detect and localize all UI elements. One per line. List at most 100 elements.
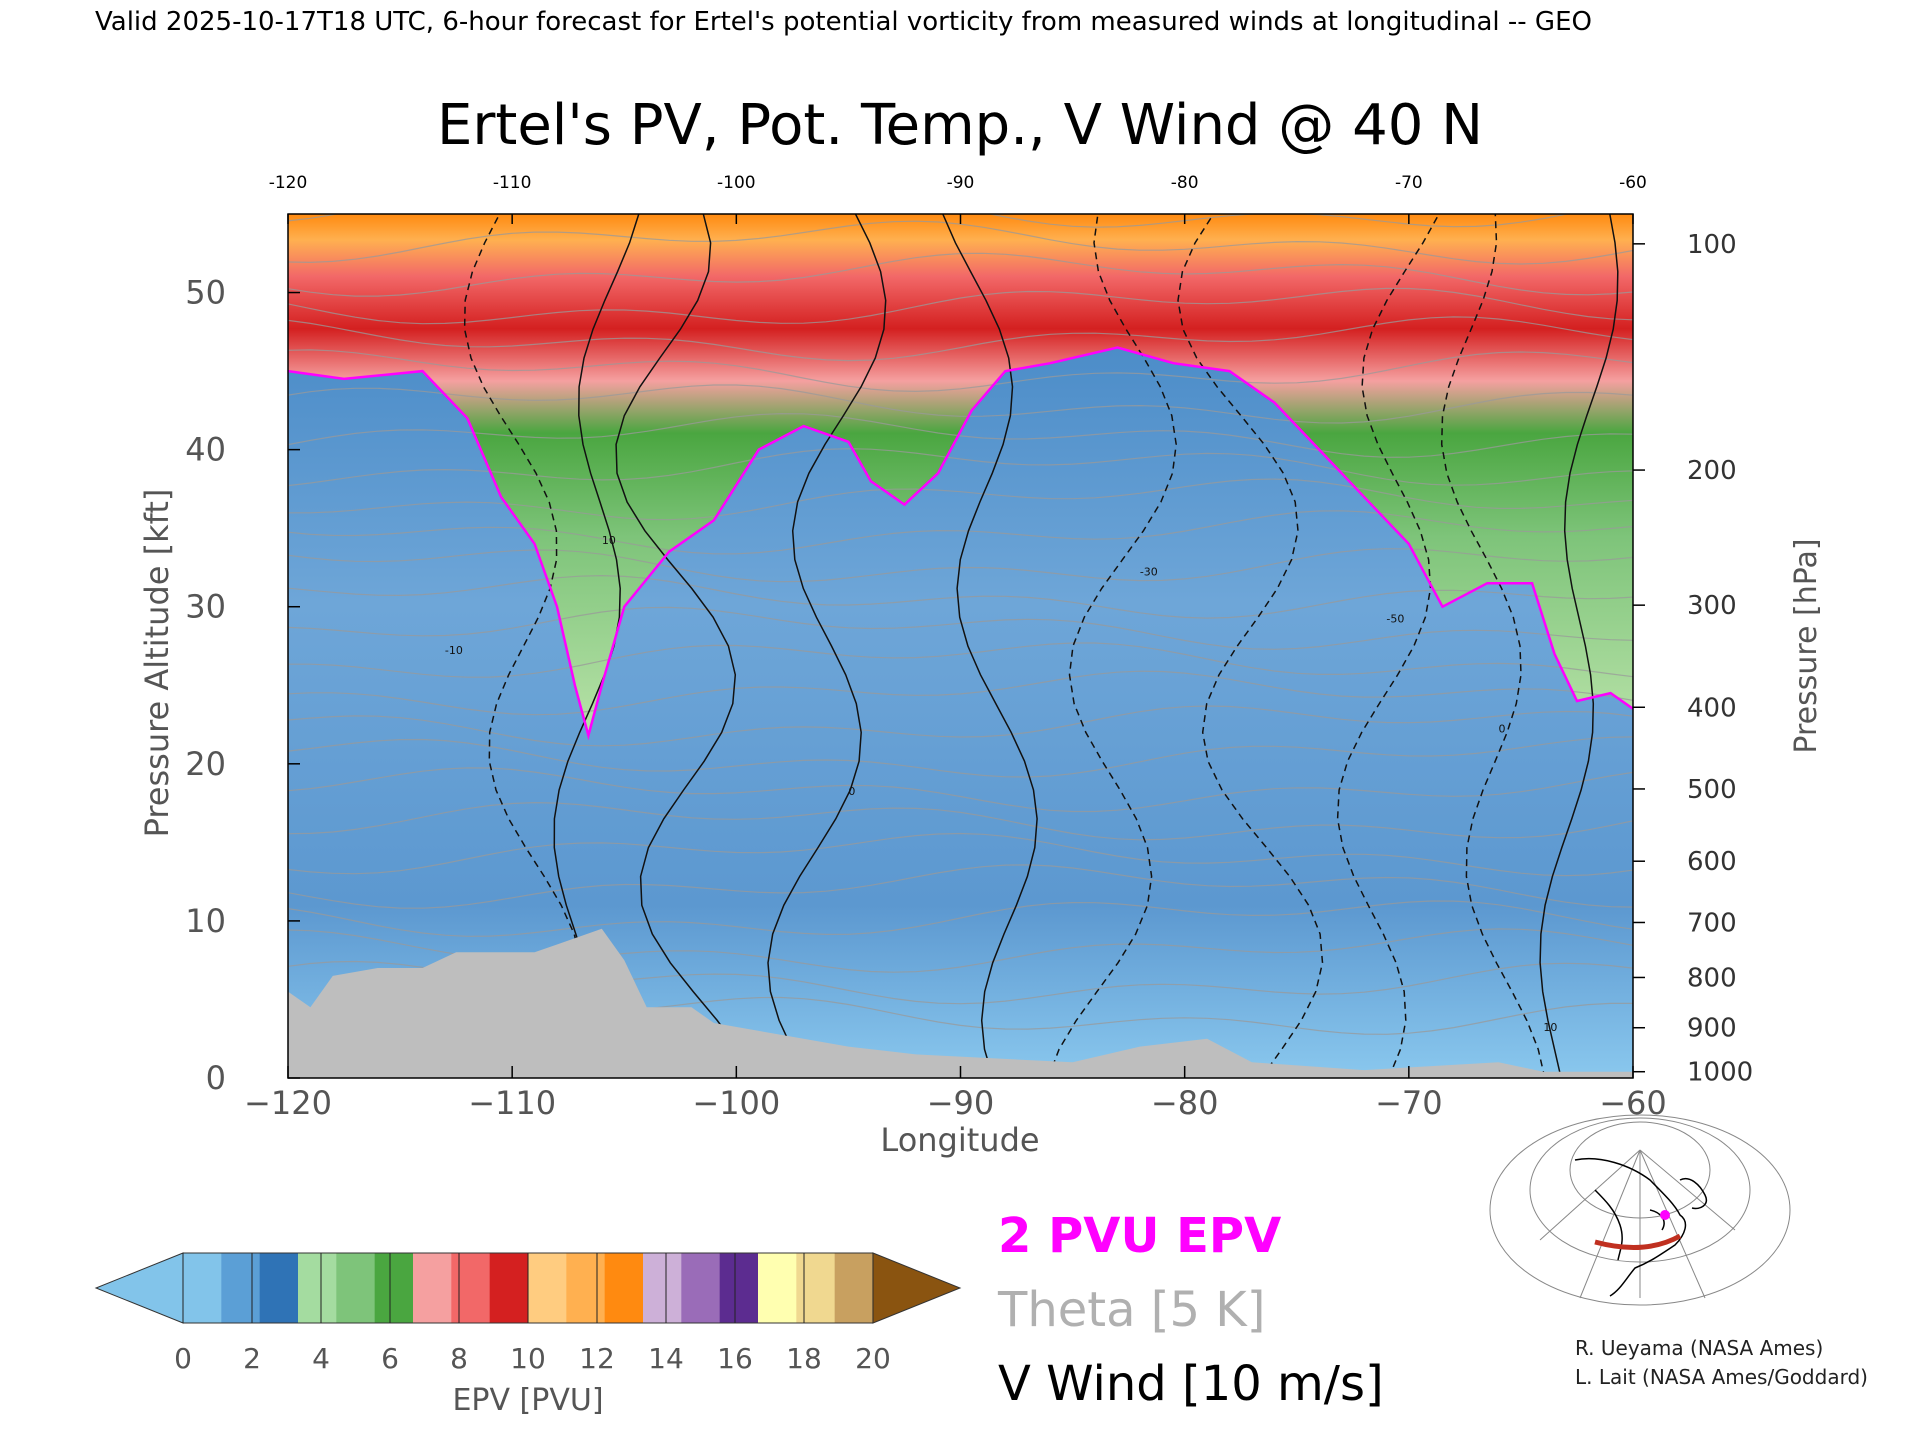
theta-contour [288, 510, 1633, 555]
vwind-contour [942, 214, 1038, 1078]
theta-contour [288, 316, 1633, 362]
theta-contour [288, 412, 1633, 458]
vwind-contour-label: 0 [1499, 722, 1506, 735]
pressure-tick-label: 300 [1687, 591, 1737, 621]
colorbar-tick-label: 12 [579, 1342, 615, 1375]
y-tick-label: 0 [206, 1059, 226, 1097]
colorbar-swatch [758, 1253, 797, 1323]
colorbar-swatch [298, 1253, 337, 1323]
x-top-tick-label: -120 [269, 173, 308, 193]
colorbar-swatch [489, 1253, 529, 1323]
terrain [288, 928, 1633, 1078]
pressure-tick-label: 200 [1687, 456, 1737, 486]
colorbar-swatch [566, 1253, 606, 1323]
inset-meridian [1639, 1149, 1706, 1299]
pressure-tick-label: 700 [1687, 908, 1737, 938]
x-tick-label: −60 [1599, 1084, 1667, 1122]
inset-coastline [1574, 1157, 1707, 1297]
y-tick-label: 40 [185, 431, 226, 469]
x-axis-bottom: −120 −110 −100 −90 −80 −70 −60 [244, 1066, 1667, 1122]
vwind-contour-label: -50 [1386, 612, 1404, 625]
vwind-contour-label: -10 [445, 644, 463, 657]
inset-meridian [1639, 1149, 1736, 1231]
y-tick-label: 10 [185, 902, 226, 940]
theta-contour [288, 220, 1633, 265]
colorbar-tick-label: 6 [381, 1342, 399, 1375]
pressure-tick-label: 800 [1687, 963, 1737, 993]
inset-graticule [1489, 1114, 1791, 1306]
vwind-contour-label: 10 [1543, 1021, 1557, 1034]
x-tick-label: −110 [468, 1084, 556, 1122]
credit-line-1: R. Ueyama (NASA Ames) [1575, 1336, 1823, 1360]
colorbar-tick-label: 0 [174, 1342, 192, 1375]
y-tick-label: 50 [185, 274, 226, 312]
colorbar-swatch [374, 1253, 414, 1323]
vwind-contour [1440, 214, 1546, 1078]
vwind-contour [1177, 214, 1324, 1078]
colorbar-swatch [259, 1253, 299, 1323]
y-axis-label-left: Pressure Altitude [kft] [138, 489, 176, 838]
x-top-tick-label: -100 [717, 173, 756, 193]
colorbar-tick-label: 4 [312, 1342, 330, 1375]
x-top-tick-label: -70 [1395, 173, 1423, 193]
inset-meridian [1579, 1149, 1641, 1299]
x-top-tick-label: -80 [1171, 173, 1199, 193]
vwind-contour [1336, 214, 1440, 1078]
vwind-contour [615, 214, 755, 1078]
legend-vwind: V Wind [10 m/s] [998, 1356, 1384, 1412]
x-top-tick-label: -60 [1619, 173, 1647, 193]
y-tick-label: 20 [185, 745, 226, 783]
colorbar-tick-label: 10 [510, 1342, 546, 1375]
colorbar-tick-label: 8 [450, 1342, 468, 1375]
colorbar-tick-label: 18 [786, 1342, 822, 1375]
inset-map-bg [1540, 1150, 1735, 1298]
theta-contour [288, 900, 1633, 937]
plot-area: -10 10 0 -30 -50 0 10 [288, 214, 1633, 1078]
x-top-tick-label: -110 [493, 173, 532, 193]
x-top-tick-label: -90 [947, 173, 975, 193]
inset-map [1489, 1114, 1791, 1306]
theta-contour [288, 349, 1633, 393]
vwind-contour-label: -30 [1140, 565, 1158, 578]
pressure-tick-label: 400 [1687, 693, 1737, 723]
colorbar-swatch [834, 1253, 874, 1323]
colorbar-max-extend [872, 1252, 962, 1324]
colorbar-swatch [643, 1253, 682, 1323]
vwind-contour [463, 214, 582, 1078]
x-axis-top: -120 -110 -100 -90 -80 -70 -60 [269, 173, 1647, 224]
colorbar-swatch [604, 1253, 644, 1323]
pressure-tick-label: 900 [1687, 1014, 1737, 1044]
theta-contour [288, 801, 1633, 841]
theta-contour [288, 670, 1633, 716]
legend-theta: Theta [5 K] [997, 1282, 1266, 1338]
colorbar-swatch [719, 1253, 759, 1323]
theta-contour [288, 214, 1570, 228]
theta-contour [288, 832, 1633, 877]
vwind-contour [1539, 214, 1619, 1078]
theta-contour [288, 287, 1633, 325]
colorbar-swatch [413, 1253, 452, 1323]
theta-contour [288, 448, 1633, 487]
pressure-tick-label: 100 [1687, 230, 1737, 260]
colorbar-tick-label: 14 [648, 1342, 684, 1375]
colorbar-swatch [336, 1253, 376, 1323]
colorbar-tick-label: 16 [717, 1342, 753, 1375]
colorbar-tick-label: 2 [243, 1342, 261, 1375]
theta-contour [288, 574, 1633, 619]
colorbar-min-extend [94, 1252, 184, 1324]
valid-time-header: Valid 2025-10-17T18 UTC, 6-hour forecast… [95, 7, 1592, 37]
colorbar-tick-label: 20 [855, 1342, 891, 1375]
vwind-contour-label: 10 [602, 534, 616, 547]
y-axis-left: 0 10 20 30 40 50 [185, 274, 300, 1097]
x-tick-label: −70 [1375, 1084, 1443, 1122]
theta-contour [288, 705, 1633, 747]
inset-track [1594, 1233, 1682, 1250]
colorbar-swatch [451, 1253, 491, 1323]
y-axis-right: 100 200 300 400 500 600 700 800 900 1000 [1633, 230, 1753, 1088]
chart-title: Ertel's PV, Pot. Temp., V Wind @ 40 N [437, 93, 1483, 158]
colorbar-label: EPV [PVU] [452, 1383, 603, 1418]
y-tick-label: 30 [185, 588, 226, 626]
theta-contour [288, 864, 1633, 909]
vwind-contour [1047, 214, 1177, 1078]
